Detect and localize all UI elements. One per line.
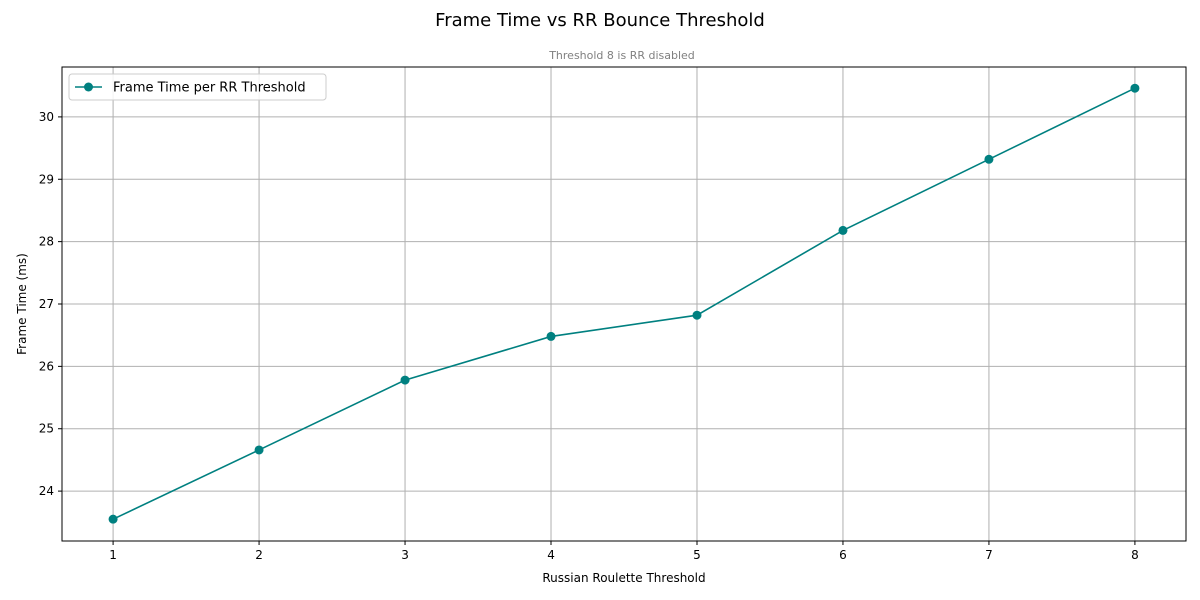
y-tick-label: 29 xyxy=(39,172,54,186)
x-axis-label: Russian Roulette Threshold xyxy=(542,571,705,585)
legend-box xyxy=(68,73,327,101)
y-tick-label: 28 xyxy=(39,235,54,249)
y-axis-ticks: 24 25 26 27 28 29 30 xyxy=(39,110,62,498)
chart-title: Frame Time vs RR Bounce Threshold xyxy=(435,10,765,31)
series-line xyxy=(112,87,1136,520)
x-tick-label: 6 xyxy=(839,548,847,562)
data-point xyxy=(400,375,410,385)
grid-lines xyxy=(62,67,1186,541)
data-point xyxy=(546,331,556,341)
y-tick-label: 26 xyxy=(39,359,54,373)
y-axis-label: Frame Time (ms) xyxy=(15,253,29,355)
data-point xyxy=(254,445,264,455)
y-tick-label: 24 xyxy=(39,484,54,498)
data-point xyxy=(984,154,994,164)
data-point xyxy=(1130,83,1140,93)
legend-marker xyxy=(84,82,93,92)
x-tick-label: 4 xyxy=(547,548,555,562)
x-tick-label: 1 xyxy=(109,548,117,562)
chart-subtitle: Threshold 8 is RR disabled xyxy=(548,49,695,62)
x-tick-label: 5 xyxy=(693,548,701,562)
data-point xyxy=(108,514,118,524)
legend-label: Frame Time per RR Threshold xyxy=(113,81,306,96)
data-point xyxy=(838,225,848,235)
x-axis-ticks: 1 2 3 4 5 6 7 8 xyxy=(109,541,1139,562)
x-tick-label: 7 xyxy=(985,548,993,562)
x-tick-label: 8 xyxy=(1131,548,1139,562)
data-point xyxy=(692,310,702,320)
y-tick-label: 30 xyxy=(39,110,54,124)
x-tick-label: 2 xyxy=(255,548,263,562)
plot-frame xyxy=(61,66,1187,542)
series-layer xyxy=(108,83,1140,524)
x-tick-label: 3 xyxy=(401,548,409,562)
y-tick-label: 27 xyxy=(39,297,54,311)
legend: Frame Time per RR Threshold xyxy=(68,73,327,101)
y-tick-label: 25 xyxy=(39,422,54,436)
